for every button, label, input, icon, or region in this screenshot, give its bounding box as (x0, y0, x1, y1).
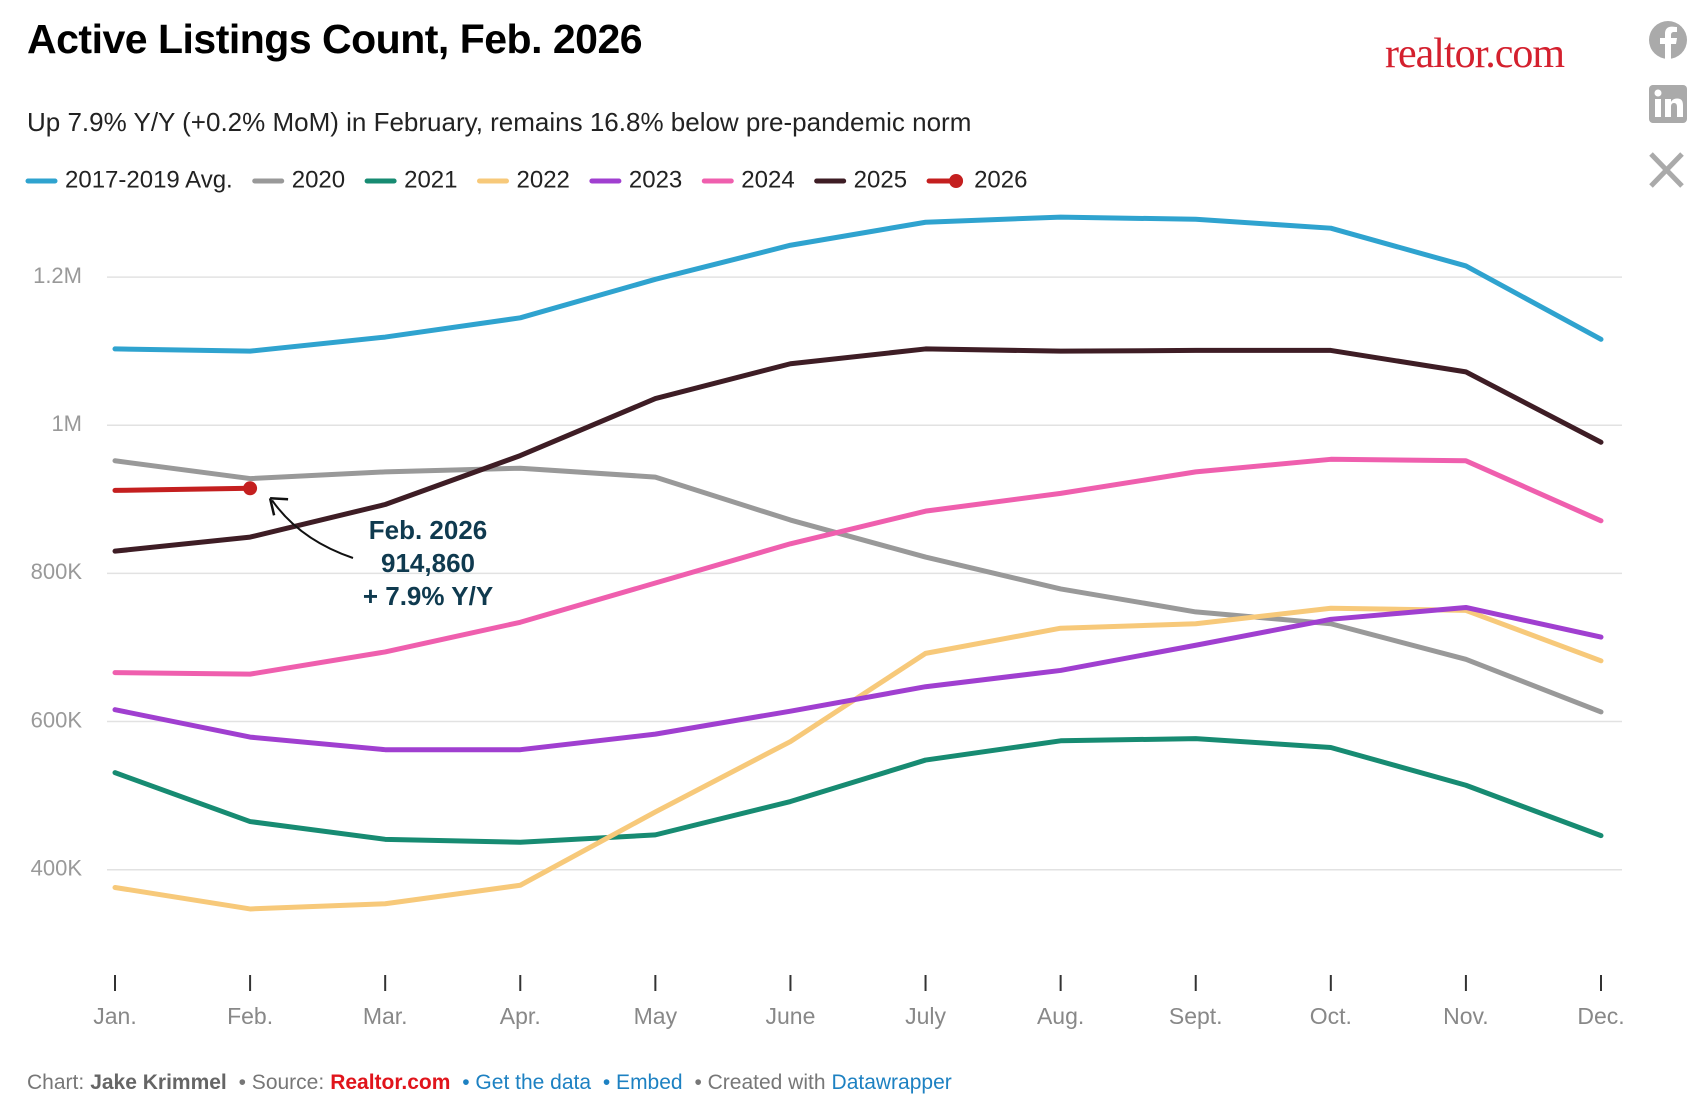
y-tick-label: 400K (31, 856, 83, 881)
legend-item: 2023 (589, 166, 682, 193)
footer-tool[interactable]: Datawrapper (831, 1071, 952, 1094)
series-end-dot (243, 481, 258, 496)
y-tick-label: 1M (51, 411, 82, 436)
footer-author: Jake Krimmel (90, 1071, 227, 1094)
legend-label: 2026 (974, 166, 1027, 193)
footer-embed[interactable]: • Embed (602, 1071, 683, 1094)
footer-source-name[interactable]: Realtor.com (330, 1071, 451, 1094)
legend-label: 2021 (404, 166, 457, 193)
series-line (112, 458, 1604, 715)
legend-label: 2020 (292, 166, 345, 193)
legend-item: 2021 (364, 166, 458, 193)
x-tick-label: June (766, 1003, 816, 1029)
y-tick-label: 800K (31, 559, 83, 584)
series-line (112, 604, 1604, 753)
x-tick-label: Oct. (1310, 1003, 1352, 1029)
chart: 400K 600K 800K 1M 1.2M Jan. Feb. Mar. Apr. May Jun… (25, 166, 1625, 1029)
legend-item: 2025 (814, 166, 907, 193)
series-line (112, 485, 253, 493)
legend-label: 2024 (741, 166, 794, 193)
series-line (112, 456, 1604, 677)
legend-item: 2024 (701, 166, 795, 193)
x-tick-label: Sept. (1169, 1003, 1223, 1029)
footer-chart: Chart: (27, 1071, 85, 1094)
legend-item: 2026 (926, 166, 1027, 193)
series-line (112, 346, 1604, 554)
x-tick-label: Feb. (227, 1003, 273, 1029)
legend-dot (949, 174, 964, 188)
legend-label: 2017-2019 Avg. (65, 166, 233, 193)
logo: realtor.com (1385, 31, 1565, 77)
footer-source: • Source: (238, 1071, 325, 1094)
y-tick-label: 1.2M (33, 263, 82, 288)
legend-item: 2020 (252, 166, 345, 193)
linkedin-icon[interactable] (1649, 85, 1687, 123)
x-tick-label: Nov. (1443, 1003, 1489, 1029)
legend-label: 2022 (517, 166, 570, 193)
legend-item: 2022 (477, 166, 570, 193)
annotation-arrowhead (268, 497, 289, 516)
footer-created: • Created with (694, 1071, 826, 1094)
chart-subtitle: Up 7.9% Y/Y (+0.2% MoM) in February, rem… (27, 107, 972, 137)
annotation-text: + 7.9% Y/Y (363, 581, 493, 611)
x-icon[interactable] (1649, 152, 1684, 188)
social-icons (1649, 21, 1687, 188)
x-tick-label: Jan. (93, 1003, 136, 1029)
x-tick-label: Apr. (500, 1003, 541, 1029)
chart-title: Active Listings Count, Feb. 2026 (27, 16, 643, 62)
series-line (112, 736, 1604, 845)
y-tick-label: 600K (31, 707, 83, 732)
legend-label: 2025 (854, 166, 907, 193)
facebook-icon[interactable] (1649, 21, 1687, 60)
x-tick-label: Mar. (363, 1003, 408, 1029)
x-tick-label: Dec. (1577, 1003, 1624, 1029)
annotation-text: Feb. 2026 (369, 515, 488, 545)
footer-data-link[interactable]: • Get the data (462, 1071, 592, 1094)
x-tick-label: Aug. (1037, 1003, 1084, 1029)
legend-label: 2023 (629, 166, 682, 193)
x-tick-label: July (905, 1003, 946, 1029)
annotation-arrow (271, 499, 354, 559)
x-tick-label: May (634, 1003, 678, 1029)
footer: Chart: Jake Krimmel • Source: Realtor.com … (27, 1071, 958, 1095)
series-line (112, 214, 1604, 354)
annotation-text: 914,860 (381, 548, 475, 578)
legend-item: 2017-2019 Avg. (25, 166, 233, 193)
